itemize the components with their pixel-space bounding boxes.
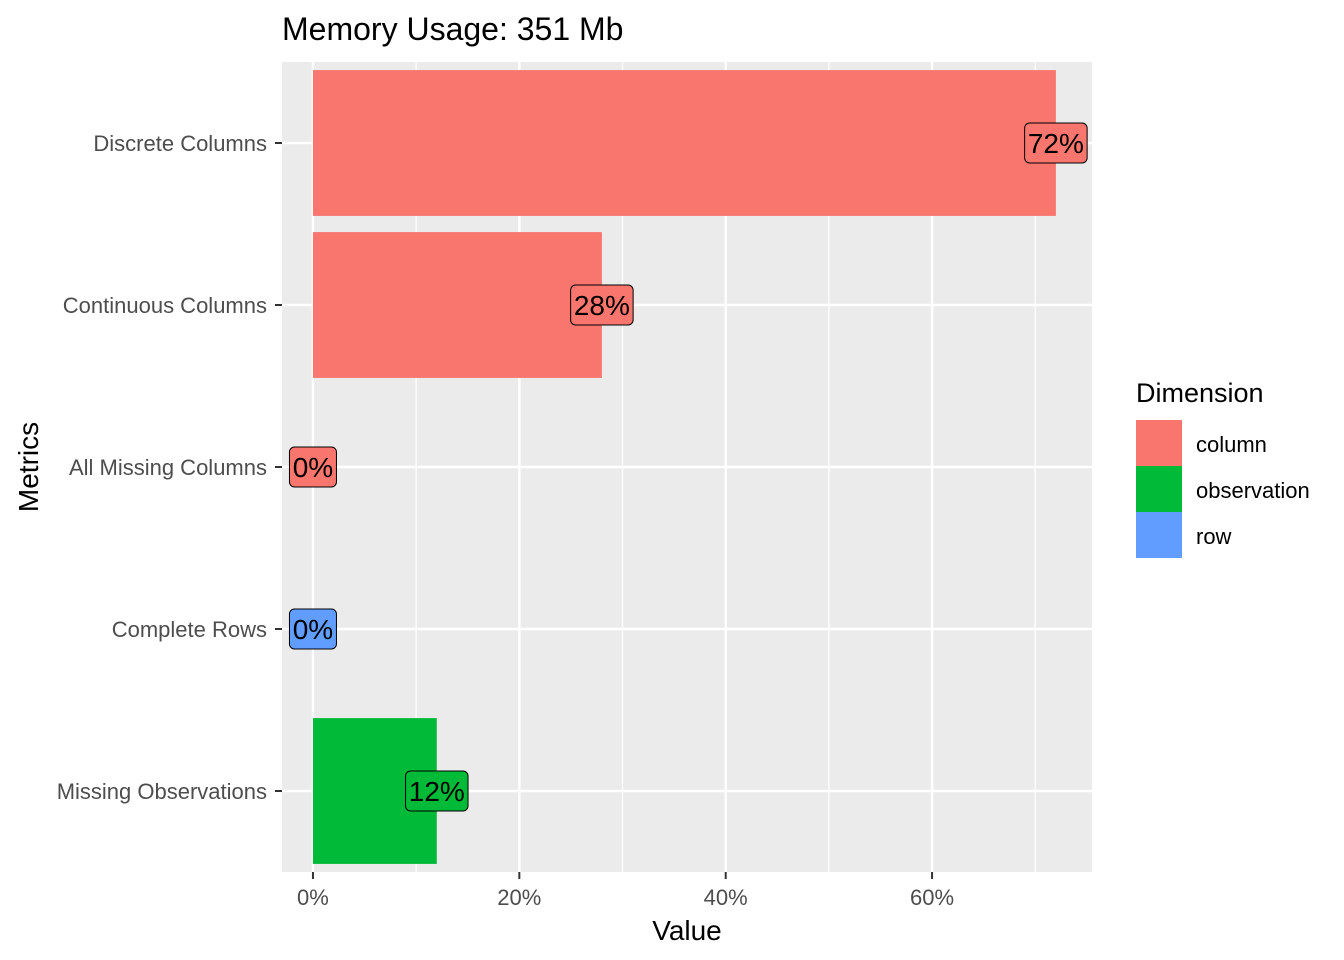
data-label: 72%	[1024, 122, 1088, 164]
legend-title: Dimension	[1136, 378, 1264, 408]
x-axis: 0% 20% 40% 60%	[297, 872, 954, 910]
x-tick-label: 0%	[297, 885, 329, 910]
data-label-box	[288, 608, 337, 650]
data-label: 28%	[570, 284, 634, 326]
data-label-text: 72%	[1028, 128, 1084, 159]
data-label-box	[570, 284, 634, 326]
y-tick-label: Complete Rows	[112, 617, 267, 642]
legend-key	[1136, 420, 1182, 466]
x-axis-title: Value	[652, 915, 722, 946]
data-label: 0%	[288, 608, 337, 650]
data-label: 12%	[405, 770, 469, 812]
legend: Dimension column observation row	[1136, 378, 1310, 558]
data-label-box	[1024, 122, 1088, 164]
y-tick-label: Discrete Columns	[93, 131, 267, 156]
y-tick-label: Continuous Columns	[63, 293, 267, 318]
chart-title: Memory Usage: 351 Mb	[282, 11, 623, 47]
y-axis: Discrete Columns Continuous Columns All Mi…	[57, 131, 282, 804]
y-tick-label: Missing Observations	[57, 779, 267, 804]
data-label-text: 0%	[293, 614, 333, 645]
data-label-text: 0%	[293, 452, 333, 483]
legend-key	[1136, 466, 1182, 512]
data-labels: 72% 28% 0% 0% 12%	[288, 122, 1088, 812]
data-label-box	[288, 446, 337, 488]
x-tick-label: 40%	[704, 885, 748, 910]
data-label: 0%	[288, 446, 337, 488]
x-tick-label: 60%	[910, 885, 954, 910]
y-tick-label: All Missing Columns	[69, 455, 267, 480]
x-tick-label: 20%	[497, 885, 541, 910]
data-label-box	[405, 770, 469, 812]
legend-label: observation	[1196, 478, 1310, 503]
data-label-text: 28%	[574, 290, 630, 321]
bar	[312, 70, 1056, 216]
y-axis-title: Metrics	[13, 422, 44, 512]
legend-label: column	[1196, 432, 1267, 457]
bar	[312, 232, 602, 378]
legend-key	[1136, 512, 1182, 558]
data-label-text: 12%	[409, 776, 465, 807]
legend-label: row	[1196, 524, 1232, 549]
